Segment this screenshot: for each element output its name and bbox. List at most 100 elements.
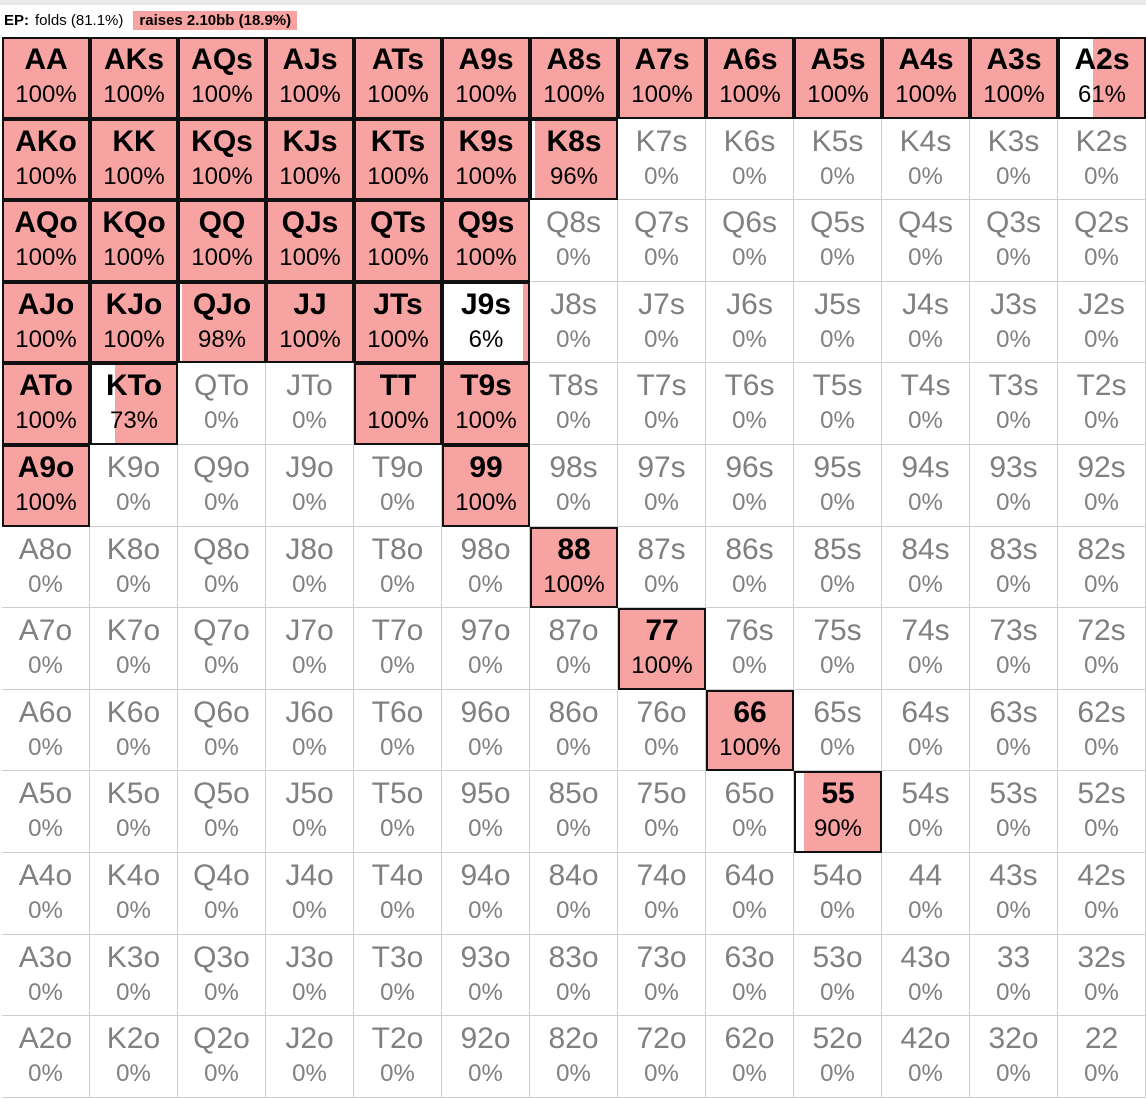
hand-cell[interactable]: 77 100% [618,608,706,690]
hand-cell[interactable]: KQs 100% [178,118,266,201]
hand-cell[interactable]: 63s 0% [970,689,1058,772]
hand-cell[interactable]: ATo 100% [2,363,90,445]
hand-cell[interactable]: AKs 100% [90,37,178,119]
hand-cell[interactable]: 62s 0% [1058,689,1146,772]
hand-cell[interactable]: 93s 0% [970,444,1058,527]
hand-cell[interactable]: 85o 0% [530,771,618,853]
hand-cell[interactable]: J4o 0% [266,852,354,935]
hand-cell[interactable]: KTs 100% [354,118,442,201]
hand-cell[interactable]: 94o 0% [442,852,530,935]
hand-cell[interactable]: AKo 100% [2,118,90,201]
hand-cell[interactable]: Q4s 0% [882,200,970,282]
hand-cell[interactable]: T7s 0% [618,363,706,445]
hand-cell[interactable]: Q7s 0% [618,200,706,282]
hand-cell[interactable]: QTo 0% [178,363,266,445]
hand-cell[interactable]: 75o 0% [618,771,706,853]
hand-cell[interactable]: 95o 0% [442,771,530,853]
hand-cell[interactable]: 83o 0% [530,934,618,1017]
hand-cell[interactable]: 22 0% [1058,1016,1146,1098]
hand-cell[interactable]: 66 100% [706,689,794,772]
hand-cell[interactable]: J3o 0% [266,934,354,1017]
hand-cell[interactable]: A9s 100% [442,37,530,119]
hand-cell[interactable]: K5o 0% [90,771,178,853]
hand-cell[interactable]: 76o 0% [618,689,706,772]
hand-cell[interactable]: AA 100% [2,37,90,119]
hand-cell[interactable]: T9o 0% [354,444,442,527]
hand-cell[interactable]: J8s 0% [530,281,618,364]
hand-cell[interactable]: 43s 0% [970,852,1058,935]
hand-cell[interactable]: T3o 0% [354,934,442,1017]
hand-cell[interactable]: 44 0% [882,852,970,935]
hand-cell[interactable]: QJs 100% [266,200,354,282]
hand-cell[interactable]: K6o 0% [90,689,178,772]
hand-cell[interactable]: Q7o 0% [178,608,266,690]
hand-cell[interactable]: 32s 0% [1058,934,1146,1017]
hand-cell[interactable]: A7o 0% [2,608,90,690]
hand-cell[interactable]: 73s 0% [970,608,1058,690]
hand-cell[interactable]: 42s 0% [1058,852,1146,935]
hand-cell[interactable]: A9o 100% [2,444,90,527]
hand-cell[interactable]: QJo 98% [178,281,266,364]
hand-cell[interactable]: 52s 0% [1058,771,1146,853]
hand-cell[interactable]: T9s 100% [442,363,530,445]
hand-cell[interactable]: J5o 0% [266,771,354,853]
hand-cell[interactable]: K8s 96% [530,118,618,201]
hand-cell[interactable]: ATs 100% [354,37,442,119]
hand-cell[interactable]: 62o 0% [706,1016,794,1098]
hand-cell[interactable]: 82o 0% [530,1016,618,1098]
hand-cell[interactable]: K4s 0% [882,118,970,201]
hand-cell[interactable]: A2o 0% [2,1016,90,1098]
hand-cell[interactable]: Q2s 0% [1058,200,1146,282]
hand-cell[interactable]: Q9o 0% [178,444,266,527]
hand-cell[interactable]: 72s 0% [1058,608,1146,690]
hand-cell[interactable]: J9o 0% [266,444,354,527]
hand-cell[interactable]: K8o 0% [90,526,178,609]
hand-cell[interactable]: AQo 100% [2,200,90,282]
hand-cell[interactable]: T4o 0% [354,852,442,935]
hand-cell[interactable]: 74s 0% [882,608,970,690]
hand-cell[interactable]: A5s 100% [794,37,882,119]
hand-cell[interactable]: J2o 0% [266,1016,354,1098]
hand-cell[interactable]: A8o 0% [2,526,90,609]
hand-cell[interactable]: 74o 0% [618,852,706,935]
hand-cell[interactable]: J6o 0% [266,689,354,772]
hand-cell[interactable]: TT 100% [354,363,442,445]
hand-cell[interactable]: J2s 0% [1058,281,1146,364]
hand-cell[interactable]: Q5o 0% [178,771,266,853]
hand-cell[interactable]: QQ 100% [178,200,266,282]
hand-cell[interactable]: T5o 0% [354,771,442,853]
hand-cell[interactable]: 97o 0% [442,608,530,690]
hand-cell[interactable]: Q8s 0% [530,200,618,282]
hand-cell[interactable]: 93o 0% [442,934,530,1017]
hand-cell[interactable]: K2o 0% [90,1016,178,1098]
hand-cell[interactable]: A5o 0% [2,771,90,853]
hand-cell[interactable]: 63o 0% [706,934,794,1017]
hand-cell[interactable]: A3s 100% [970,37,1058,119]
hand-cell[interactable]: A4s 100% [882,37,970,119]
hand-cell[interactable]: J7s 0% [618,281,706,364]
hand-cell[interactable]: 96o 0% [442,689,530,772]
hand-cell[interactable]: 54o 0% [794,852,882,935]
hand-cell[interactable]: 32o 0% [970,1016,1058,1098]
hand-cell[interactable]: T5s 0% [794,363,882,445]
hand-cell[interactable]: T8s 0% [530,363,618,445]
hand-cell[interactable]: Q6s 0% [706,200,794,282]
hand-cell[interactable]: 76s 0% [706,608,794,690]
hand-cell[interactable]: 84o 0% [530,852,618,935]
hand-cell[interactable]: K9o 0% [90,444,178,527]
hand-cell[interactable]: A6s 100% [706,37,794,119]
hand-cell[interactable]: Q2o 0% [178,1016,266,1098]
hand-cell[interactable]: 88 100% [530,526,618,609]
hand-cell[interactable]: K3s 0% [970,118,1058,201]
hand-cell[interactable]: T3s 0% [970,363,1058,445]
hand-cell[interactable]: Q6o 0% [178,689,266,772]
hand-cell[interactable]: K9s 100% [442,118,530,201]
hand-cell[interactable]: Q5s 0% [794,200,882,282]
hand-cell[interactable]: 43o 0% [882,934,970,1017]
hand-cell[interactable]: 64o 0% [706,852,794,935]
hand-cell[interactable]: 42o 0% [882,1016,970,1098]
hand-cell[interactable]: A8s 100% [530,37,618,119]
hand-cell[interactable]: J8o 0% [266,526,354,609]
hand-cell[interactable]: 85s 0% [794,526,882,609]
hand-cell[interactable]: J7o 0% [266,608,354,690]
